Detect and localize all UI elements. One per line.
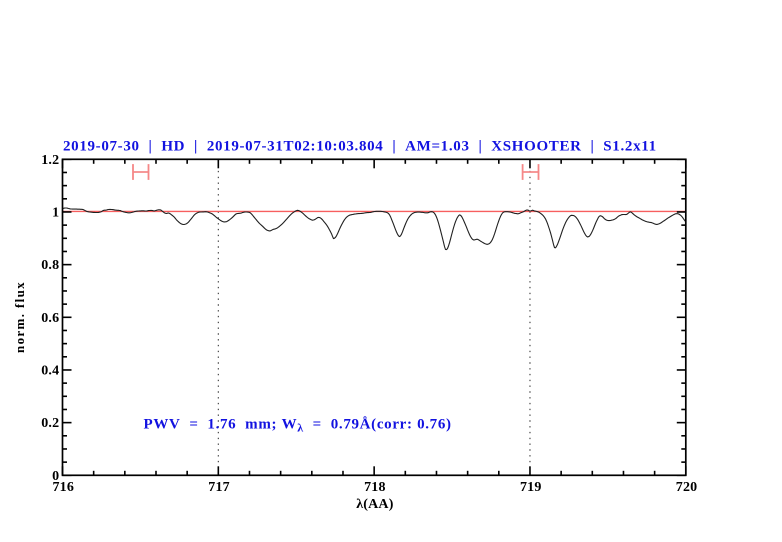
svg-text:norm. flux: norm. flux bbox=[12, 281, 27, 353]
svg-text:1.2: 1.2 bbox=[41, 153, 59, 168]
svg-text:0: 0 bbox=[52, 469, 59, 484]
svg-text:719: 719 bbox=[520, 480, 542, 495]
svg-text:720: 720 bbox=[676, 480, 698, 495]
svg-text:0.4: 0.4 bbox=[41, 364, 59, 379]
svg-text:716: 716 bbox=[52, 480, 74, 495]
svg-text:0.8: 0.8 bbox=[41, 258, 59, 273]
svg-text:1: 1 bbox=[52, 206, 59, 221]
svg-text:0.2: 0.2 bbox=[41, 416, 59, 431]
svg-text:PWV = 1.76 mm; Wλ = 0.79Å: PWV = 1.76 mm; Wλ = 0.79Å(corr: 0.76) bbox=[144, 417, 452, 435]
svg-text:718: 718 bbox=[364, 480, 386, 495]
svg-text:2019-07-30 | HD | 2019-07-: 2019-07-30 | HD | 2019-07-31T02:10:03.80… bbox=[63, 139, 657, 155]
svg-text:λ(AA): λ(AA) bbox=[356, 497, 394, 512]
svg-text:0.6: 0.6 bbox=[41, 311, 59, 326]
svg-text:717: 717 bbox=[208, 480, 230, 495]
